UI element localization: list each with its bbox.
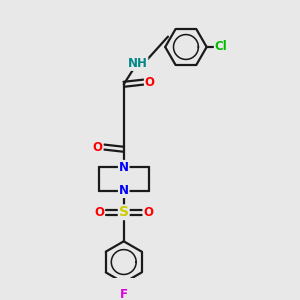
Text: N: N (119, 161, 129, 174)
Text: O: O (143, 206, 153, 219)
Text: O: O (93, 141, 103, 154)
Text: NH: NH (128, 57, 148, 70)
Text: Cl: Cl (215, 40, 227, 53)
Text: O: O (145, 76, 155, 88)
Text: O: O (94, 206, 104, 219)
Text: F: F (120, 288, 128, 300)
Text: N: N (119, 184, 129, 197)
Text: S: S (119, 205, 129, 219)
